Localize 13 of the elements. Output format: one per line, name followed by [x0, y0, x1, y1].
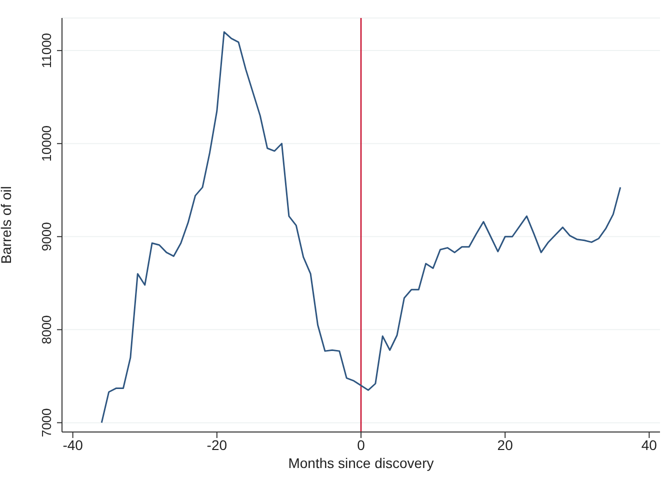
x-axis-title: Months since discovery: [288, 455, 434, 471]
y-tick-label: 8000: [39, 315, 54, 344]
x-tick-label: 0: [357, 436, 366, 453]
x-tick-label: -40: [62, 436, 84, 453]
x-tick-label: 20: [497, 436, 514, 453]
y-axis-title: Barrels of oil: [0, 186, 14, 264]
y-tick-label: 11000: [39, 32, 54, 68]
y-tick-label: 10000: [39, 126, 54, 162]
y-tick-label: 9000: [39, 222, 54, 252]
line-series: [100, 31, 622, 424]
y-tick-label: 7000: [39, 408, 54, 438]
x-tick-label: 40: [641, 436, 658, 453]
x-tick-label: -20: [206, 436, 228, 453]
